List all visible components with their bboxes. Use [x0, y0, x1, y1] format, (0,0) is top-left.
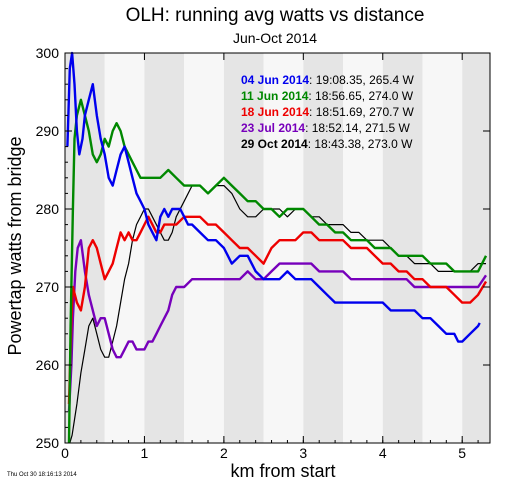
x-tick-label: 1	[141, 445, 149, 461]
plot-frame	[64, 52, 491, 444]
chart-subtitle: Jun-Oct 2014	[233, 30, 317, 46]
series-line-11-jun-2014	[67, 98, 488, 444]
legend-date: 29 Oct 2014	[241, 137, 308, 151]
legend-date: 23 Jul 2014	[241, 121, 305, 135]
y-tick-label: 250	[36, 435, 60, 451]
series-lines	[66, 51, 488, 444]
series-line-18-jun-2014	[67, 215, 488, 405]
y-tick-label: 280	[36, 201, 60, 217]
x-tick-label: 0	[61, 445, 69, 461]
legend-entry: 18 Jun 2014: 18:51.69, 270.7 W	[241, 105, 414, 119]
legend-entry: 23 Jul 2014: 18:52.14, 271.5 W	[241, 121, 410, 135]
background-band	[104, 53, 145, 443]
x-tick-label: 3	[299, 445, 307, 461]
background-band	[144, 53, 185, 443]
legend-summary: : 18:51.69, 270.7 W	[309, 105, 414, 119]
axis-ticks: 0 1 2 3 4 5 250 260 270 280 290 300	[36, 45, 490, 461]
legend-entry: 29 Oct 2014: 18:43.38, 273.0 W	[241, 137, 413, 151]
x-tick-label: 4	[379, 445, 387, 461]
legend-entry: 04 Jun 2014: 19:08.35, 265.4 W	[241, 73, 414, 87]
legend-entry: 11 Jun 2014: 18:56.65, 274.0 W	[241, 89, 414, 103]
background-band	[422, 53, 463, 443]
background-band	[303, 53, 344, 443]
y-axis-label: Powertap watts from bridge	[5, 136, 25, 355]
legend-summary: : 19:08.35, 265.4 W	[309, 73, 414, 87]
x-tick-label: 5	[458, 445, 466, 461]
y-tick-label: 300	[36, 45, 60, 61]
legend-summary: : 18:56.65, 274.0 W	[308, 89, 413, 103]
legend-summary: : 18:43.38, 273.0 W	[308, 137, 413, 151]
background-band	[462, 53, 490, 443]
y-tick-label: 260	[36, 357, 60, 373]
legend-summary: : 18:52.14, 271.5 W	[305, 121, 410, 135]
series-line-04-jun-2014	[66, 51, 481, 343]
legend-date: 11 Jun 2014	[241, 89, 309, 103]
x-axis-label: km from start	[230, 461, 335, 481]
chart-title: OLH: running avg watts vs distance	[126, 5, 425, 26]
legend: 04 Jun 2014: 19:08.35, 265.4 W11 Jun 201…	[241, 73, 414, 151]
x-tick-label: 2	[220, 445, 228, 461]
y-tick-label: 270	[36, 279, 60, 295]
timestamp: Thu Oct 30 18:16:13 2014	[7, 472, 77, 478]
background-band	[184, 53, 224, 443]
series-line-23-jul-2014	[67, 239, 487, 412]
legend-date: 18 Jun 2014	[241, 105, 309, 119]
y-tick-label: 290	[36, 123, 60, 139]
legend-date: 04 Jun 2014	[241, 73, 309, 87]
